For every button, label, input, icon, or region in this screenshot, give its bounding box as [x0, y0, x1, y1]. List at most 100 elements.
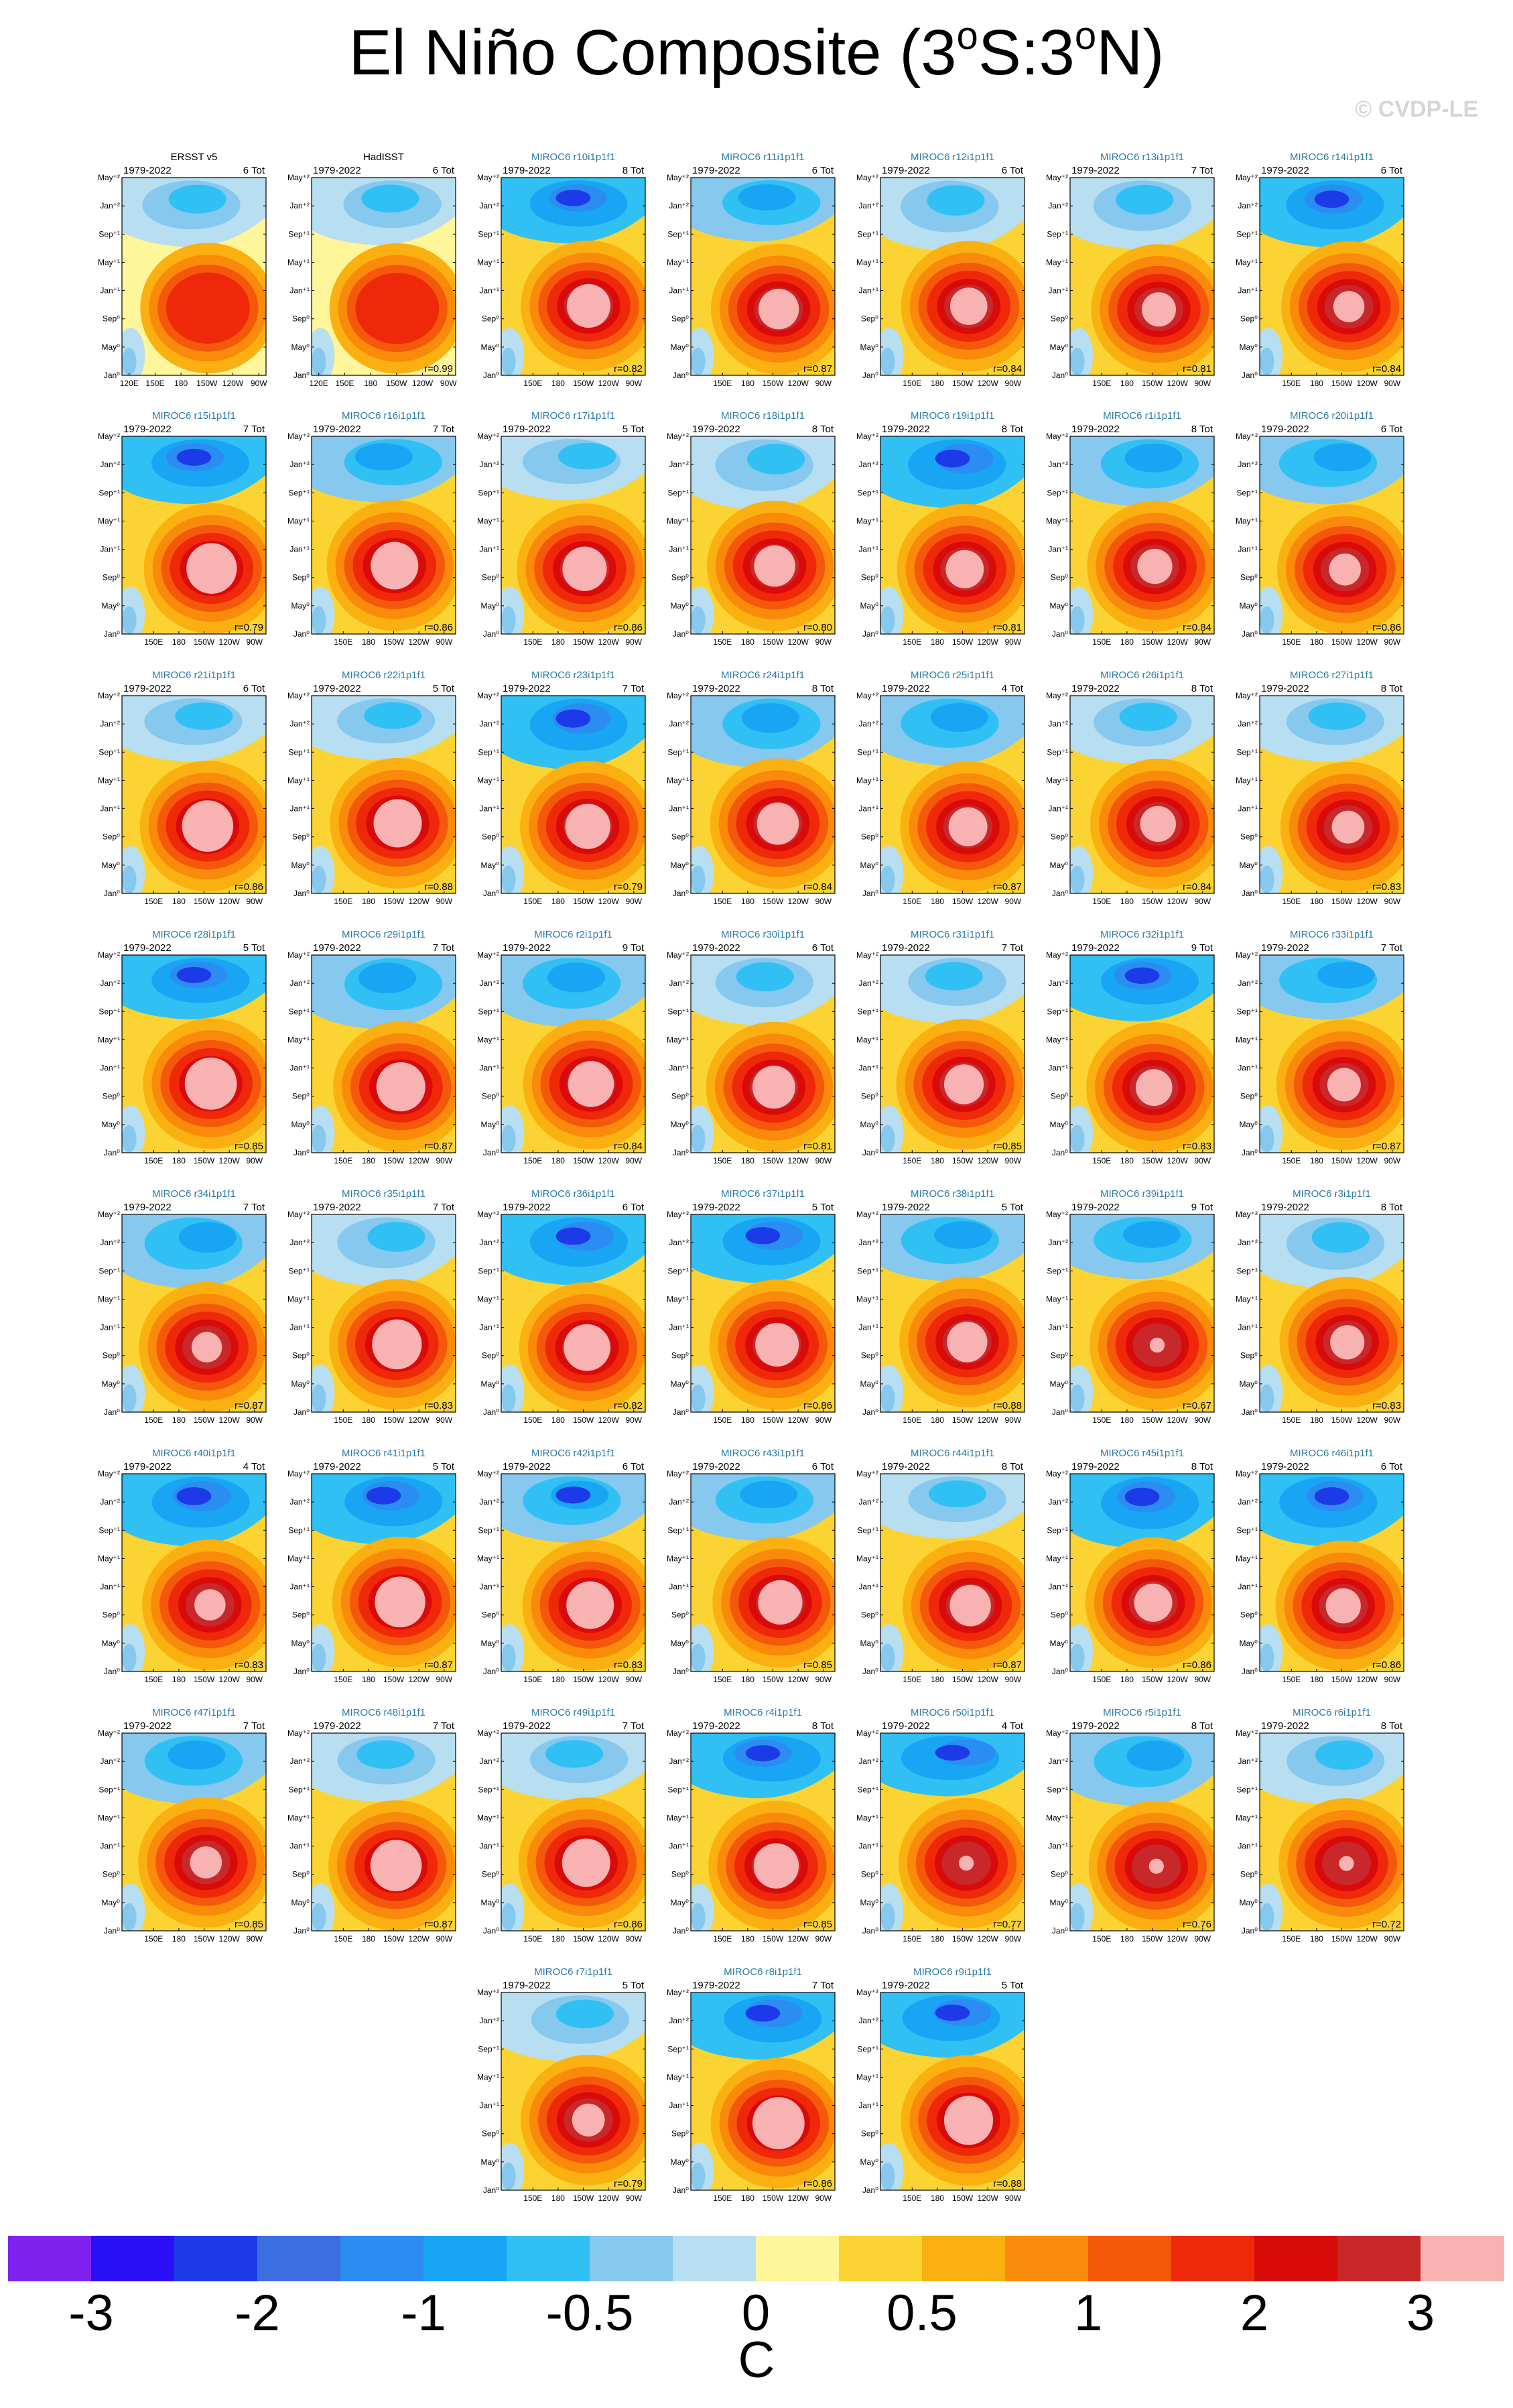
- y-tick-label: May⁺¹: [1046, 1554, 1068, 1563]
- panel-count: 7 Tot: [812, 1980, 834, 1991]
- y-tick-label: Sep⁰: [1051, 573, 1068, 582]
- panel-years: 1979-2022: [503, 424, 551, 435]
- y-tick-label: May⁺²: [856, 1728, 878, 1738]
- x-tick-label: 150W: [194, 897, 215, 906]
- y-tick-label: Jan⁰: [673, 889, 689, 898]
- y-tick-label: Jan⁺¹: [289, 545, 310, 554]
- y-tick-label: May⁺²: [477, 173, 499, 182]
- y-tick-label: Jan⁰: [862, 889, 878, 898]
- y-tick-label: Jan⁺¹: [479, 1323, 499, 1332]
- panel-name: MIROC6 r49i1p1f1: [531, 1707, 615, 1718]
- panel-7: MIROC6 r14i1p1f1 1979-2022 6 Tot May⁺² Jan⁺²…: [1236, 151, 1404, 388]
- y-tick-label: Jan⁺²: [289, 719, 310, 728]
- y-tick-label: May⁰: [860, 601, 879, 611]
- y-tick-label: Jan⁰: [104, 1926, 120, 1936]
- y-tick-label: Jan⁺²: [479, 201, 499, 210]
- y-tick-label: Jan⁰: [293, 1148, 310, 1157]
- x-tick-label: 150E: [523, 1675, 542, 1684]
- x-tick-label: 150E: [1282, 1675, 1301, 1684]
- x-tick-label: 150W: [952, 897, 974, 906]
- y-tick-label: Sep⁰: [1240, 314, 1258, 324]
- y-tick-label: Sep⁺¹: [1047, 1525, 1068, 1535]
- y-tick-label: Jan⁺¹: [479, 804, 499, 814]
- y-tick-label: Sep⁺¹: [478, 1266, 499, 1275]
- x-tick-label: 180: [174, 379, 188, 388]
- y-tick-label: Sep⁰: [671, 1351, 689, 1360]
- x-tick-label: 150W: [573, 1156, 594, 1165]
- y-tick-label: Sep⁺¹: [478, 1785, 499, 1794]
- pattern-correlation: r=0.85: [993, 1141, 1022, 1152]
- x-tick-label: 150W: [1331, 379, 1353, 388]
- y-tick-label: May⁺¹: [1046, 257, 1068, 267]
- y-tick-label: May⁰: [1050, 1120, 1069, 1129]
- panel-name: MIROC6 r16i1p1f1: [342, 410, 425, 422]
- pattern-correlation: r=0.84: [803, 881, 832, 893]
- y-tick-label: May⁺¹: [98, 1294, 120, 1304]
- y-tick-label: May⁺²: [477, 1728, 499, 1738]
- y-tick-label: May⁰: [1240, 1120, 1258, 1129]
- panel-years: 1979-2022: [1071, 683, 1120, 694]
- colorbar-label: 0.5: [886, 2285, 958, 2342]
- y-tick-label: Sep⁰: [482, 314, 499, 324]
- y-tick-label: Jan⁰: [1052, 1148, 1068, 1157]
- y-tick-label: Sep⁺¹: [288, 747, 310, 757]
- x-tick-label: 90W: [246, 1156, 263, 1165]
- x-tick-label: 150W: [383, 637, 405, 647]
- x-tick-label: 150W: [1331, 637, 1353, 647]
- panel-name: MIROC6 r23i1p1f1: [531, 670, 615, 681]
- y-tick-label: May⁺¹: [667, 516, 689, 525]
- y-tick-label: Jan⁺²: [669, 978, 689, 988]
- x-tick-label: 150W: [763, 1415, 784, 1425]
- y-tick-label: May⁺²: [667, 173, 689, 182]
- y-tick-label: May⁺²: [287, 691, 310, 700]
- y-tick-label: May⁰: [860, 1379, 879, 1389]
- panel-42: MIROC6 r46i1p1f1 1979-2022 6 Tot May⁺² Jan⁺²…: [1236, 1448, 1404, 1684]
- panel-17: MIROC6 r23i1p1f1 1979-2022 7 Tot May⁺² Jan⁺²…: [477, 670, 646, 906]
- y-tick-label: May⁰: [860, 342, 879, 352]
- y-tick-label: Jan⁺¹: [100, 1064, 120, 1073]
- panel-count: 7 Tot: [622, 683, 645, 694]
- panel-years: 1979-2022: [1261, 683, 1309, 694]
- y-tick-label: Sep⁰: [1240, 573, 1258, 582]
- y-tick-label: Jan⁺¹: [289, 286, 310, 296]
- panel-years: 1979-2022: [123, 424, 172, 435]
- y-tick-label: Sep⁺¹: [478, 2044, 499, 2053]
- y-tick-label: May⁺²: [477, 1469, 499, 1478]
- y-tick-label: Sep⁰: [861, 2129, 878, 2139]
- pattern-correlation: r=0.82: [614, 1400, 643, 1411]
- x-tick-label: 180: [172, 1675, 186, 1684]
- y-tick-label: Sep⁺¹: [667, 229, 689, 239]
- panel-field: [1260, 1733, 1404, 1931]
- y-tick-label: May⁰: [671, 601, 689, 611]
- panel-26: MIROC6 r31i1p1f1 1979-2022 7 Tot May⁺² Jan⁺²…: [856, 929, 1025, 1165]
- colorbar-label: 0: [741, 2285, 771, 2342]
- y-tick-label: May⁺²: [1236, 432, 1258, 441]
- y-tick-label: May⁺¹: [287, 1035, 310, 1044]
- panel-29: MIROC6 r34i1p1f1 1979-2022 7 Tot May⁺² Jan⁺²…: [98, 1188, 267, 1425]
- x-tick-label: 120W: [412, 379, 434, 388]
- y-tick-label: May⁺¹: [856, 2072, 878, 2082]
- y-tick-label: Sep⁰: [671, 314, 689, 324]
- x-tick-label: 90W: [436, 637, 452, 647]
- y-tick-label: Jan⁺²: [289, 201, 310, 210]
- y-tick-label: May⁺²: [856, 1469, 878, 1478]
- y-tick-label: Jan⁺¹: [479, 286, 499, 296]
- y-tick-label: Jan⁺²: [289, 1238, 310, 1247]
- panel-count: 7 Tot: [433, 942, 455, 954]
- y-tick-label: Jan⁺¹: [858, 2101, 878, 2110]
- panel-field: [1260, 178, 1404, 375]
- pattern-correlation: r=0.76: [1183, 1919, 1211, 1930]
- x-tick-label: 150E: [713, 379, 732, 388]
- y-tick-label: Sep⁺¹: [857, 747, 878, 757]
- x-tick-label: 90W: [815, 379, 832, 388]
- y-tick-label: May⁺²: [667, 950, 689, 960]
- x-tick-label: 180: [741, 1415, 754, 1425]
- y-tick-label: Sep⁺¹: [1047, 747, 1068, 757]
- x-tick-label: 180: [362, 1675, 375, 1684]
- y-tick-label: Jan⁰: [483, 629, 499, 639]
- x-tick-label: 150E: [1282, 897, 1301, 906]
- panel-43: MIROC6 r47i1p1f1 1979-2022 7 Tot May⁺² Jan⁺²…: [98, 1707, 267, 1944]
- x-tick-label: 150W: [763, 1675, 784, 1684]
- x-tick-label: 120W: [1167, 637, 1188, 647]
- y-tick-label: May⁺¹: [287, 516, 310, 525]
